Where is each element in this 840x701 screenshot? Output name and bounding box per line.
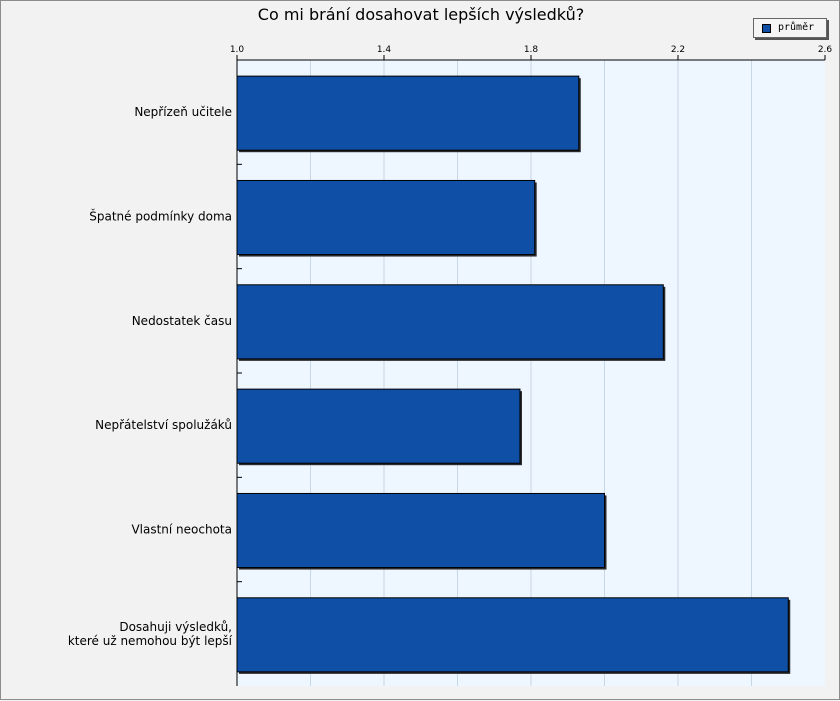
- bar: [236, 388, 521, 464]
- bar: [236, 75, 580, 151]
- bars: [236, 75, 791, 674]
- category-label: Nepřízeň učitele: [134, 105, 232, 119]
- x-tick-label: 1.8: [524, 45, 539, 55]
- category-label: Nedostatek času: [132, 314, 232, 328]
- category-label: Nepřátelství spolužáků: [95, 418, 232, 432]
- x-tick-label: 2.2: [671, 45, 685, 55]
- category-label: které už nemohou být lepší: [68, 634, 233, 648]
- x-tick-label: 2.6: [818, 45, 833, 55]
- bar: [236, 597, 789, 673]
- legend-label: průměr: [778, 22, 815, 33]
- bar: [236, 179, 536, 256]
- legend-swatch: [762, 24, 771, 33]
- x-tick-label: 1.4: [377, 45, 392, 55]
- x-tick-label: 1.0: [230, 45, 245, 55]
- legend: průměr: [753, 18, 827, 38]
- grid-lines: [310, 60, 752, 686]
- labels: 1.0 1.4 1.8 2.2 2.6 Nepřízeň učitele Špatné po…: [68, 45, 833, 648]
- axes: [236, 55, 826, 686]
- category-label: Špatné podmínky doma: [89, 209, 232, 224]
- bar: [236, 492, 605, 569]
- chart-title: Co mi brání dosahovat lepších výsledků?: [257, 5, 585, 24]
- category-label: Vlastní neochota: [131, 523, 232, 537]
- bar: [236, 284, 664, 360]
- category-label: Dosahuji výsledků,: [119, 620, 232, 634]
